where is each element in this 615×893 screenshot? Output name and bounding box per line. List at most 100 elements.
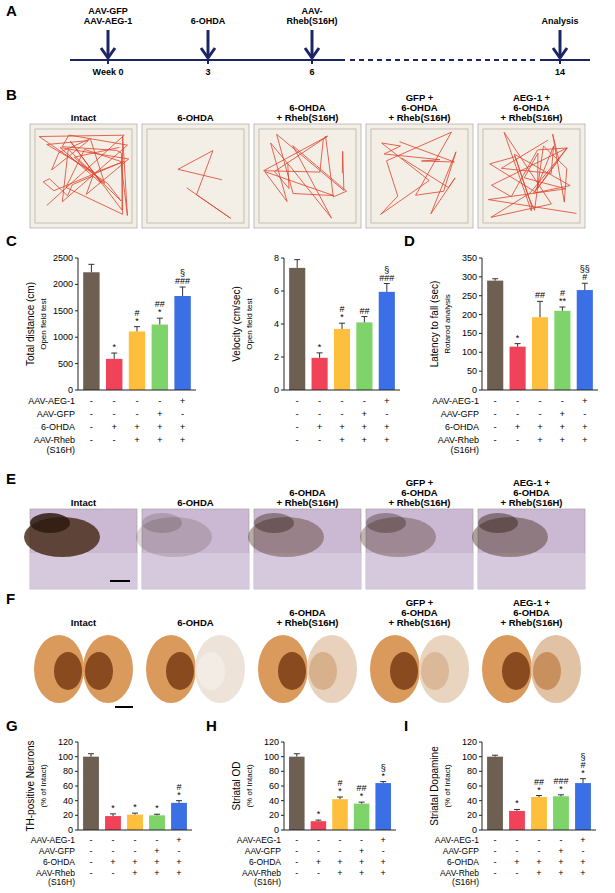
error-bar — [559, 307, 565, 311]
y-tick — [479, 786, 482, 787]
condition-mark: + — [514, 857, 519, 867]
y-tick-label: 40 — [269, 796, 279, 806]
arena-frame — [483, 129, 580, 223]
condition-mark: - — [181, 408, 184, 419]
y-axis-note: Rotarod analysis — [443, 294, 452, 354]
bar-chart: *###**§§#050100150200250300350Latency to… — [429, 253, 598, 455]
significance-mark: # — [582, 272, 587, 282]
condition-mark: - — [90, 846, 93, 856]
panel-letter: F — [6, 590, 15, 607]
condition-mark: + — [154, 868, 159, 878]
significance-mark: ## — [359, 306, 369, 316]
error-bar — [132, 813, 138, 814]
condition-mark: - — [90, 434, 93, 445]
y-tick-label: 60 — [467, 781, 477, 791]
y-tick — [75, 771, 78, 772]
condition-mark: - — [516, 408, 519, 419]
y-tick-label: 2500 — [53, 253, 73, 263]
error-bar — [380, 782, 386, 783]
y-tick-label: 0 — [274, 825, 279, 835]
error-bar — [337, 797, 343, 799]
condition-mark: - — [90, 857, 93, 867]
error-bar — [315, 820, 321, 821]
condition-mark: - — [339, 846, 342, 856]
hemisphere-left — [482, 635, 532, 703]
timeline-label: AAV- — [302, 6, 323, 16]
y-tick — [75, 363, 78, 364]
condition-mark: - — [538, 835, 541, 845]
movement-trace — [264, 134, 347, 218]
significance-mark: ### — [379, 273, 394, 283]
timeline-label: AAV-GFP — [88, 6, 127, 16]
condition-mark: - — [360, 835, 363, 845]
error-bar — [110, 814, 116, 816]
y-axis-label: Latency to fall (sec) — [429, 281, 440, 368]
y-tick-label: 100 — [264, 752, 279, 762]
condition-mark: + — [384, 434, 390, 445]
error-bar — [317, 353, 323, 358]
bar — [129, 331, 145, 390]
image-title: Intact — [71, 112, 97, 123]
condition-mark: + — [536, 857, 541, 867]
bar — [356, 322, 372, 390]
condition-mark: - — [296, 434, 299, 445]
condition-mark: + — [317, 421, 323, 432]
error-bar — [154, 814, 160, 815]
y-tick-label: 100 — [462, 752, 477, 762]
y-axis-note: Open field test — [245, 297, 254, 349]
condition-mark: + — [558, 857, 563, 867]
bar — [311, 821, 327, 830]
condition-label: (S16H) — [450, 445, 479, 455]
condition-mark: - — [295, 857, 298, 867]
x-axis — [284, 390, 400, 391]
bar — [487, 281, 503, 390]
section-photo — [254, 629, 361, 711]
condition-mark: - — [318, 434, 321, 445]
y-tick — [75, 815, 78, 816]
histology-shade — [30, 553, 137, 589]
bar — [171, 803, 187, 830]
bar — [577, 290, 593, 390]
error-bar — [157, 318, 163, 324]
image-title: Intact — [71, 617, 97, 628]
scale-bar — [110, 580, 130, 582]
y-tick-label: 100 — [462, 347, 477, 357]
condition-mark: - — [494, 857, 497, 867]
significance-mark: * — [111, 803, 115, 813]
condition-mark: + — [154, 846, 159, 856]
y-tick-label: 20 — [467, 810, 477, 820]
condition-mark: - — [317, 846, 320, 856]
significance-mark: * — [581, 768, 585, 778]
y-tick-label: 500 — [58, 359, 73, 369]
significance-mark: * — [516, 333, 520, 343]
timeline-week: 6 — [309, 67, 314, 77]
timeline-line — [540, 59, 590, 61]
timeline-arrowhead — [553, 48, 567, 58]
condition-mark: + — [580, 835, 585, 845]
y-tick — [479, 815, 482, 816]
y-tick — [479, 771, 482, 772]
timeline-tick — [207, 57, 209, 64]
condition-mark: - — [90, 868, 93, 878]
significance-mark: * — [559, 784, 563, 794]
error-bar — [134, 327, 140, 332]
error-bar — [582, 283, 588, 290]
condition-mark: - — [516, 846, 519, 856]
condition-mark: - — [494, 434, 497, 445]
x-axis — [284, 830, 396, 831]
error-bar — [111, 353, 117, 359]
y-tick-label: 60 — [269, 781, 279, 791]
bar-chart: *#*##*§*020406080100120Striatal OD(% of … — [231, 737, 396, 887]
y-tick-label: 8 — [274, 253, 279, 263]
condition-label: (S16H) — [452, 877, 479, 887]
significance-mark: * — [158, 307, 162, 317]
hemisphere-right — [419, 635, 469, 703]
condition-mark: - — [112, 835, 115, 845]
arena-frame — [35, 129, 132, 223]
y-tick-label: 40 — [467, 796, 477, 806]
x-axis — [78, 390, 196, 391]
error-bar — [88, 264, 94, 272]
condition-mark: + — [582, 395, 588, 406]
histology-stain — [30, 513, 70, 533]
condition-mark: + — [362, 421, 368, 432]
